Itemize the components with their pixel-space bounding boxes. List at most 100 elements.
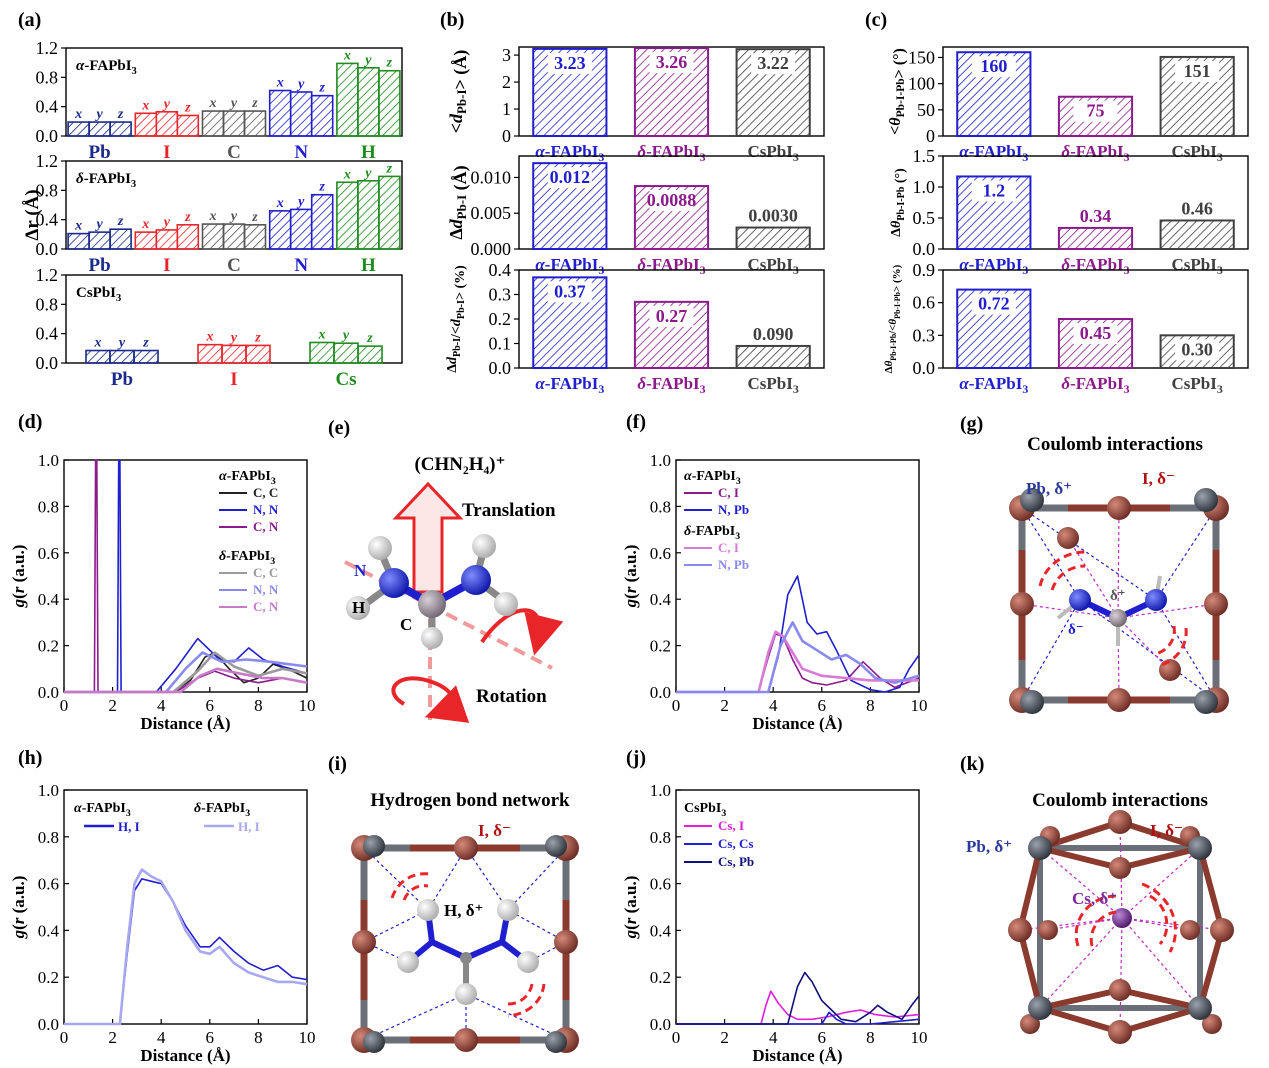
y-tick-label: 0.5 <box>913 208 936 228</box>
legend-label: C, I <box>718 540 739 555</box>
bar-label: y <box>363 53 372 68</box>
g-dplus-label: δ⁺ <box>1110 588 1126 604</box>
x-tick-label: 4 <box>157 696 166 715</box>
g-dminus-label: δ⁻ <box>1068 622 1084 638</box>
x-tick-label: 0 <box>672 696 681 715</box>
legend-label: C, N <box>253 519 279 534</box>
y-axis-label: g(r (a.u.) <box>9 876 28 940</box>
category-label: Cs <box>335 369 356 390</box>
bar-label: 0.0030 <box>748 206 798 226</box>
bar-label: 75 <box>1087 101 1105 121</box>
y-tick-label: 0.4 <box>489 260 512 280</box>
rotation-arrow-2 <box>391 676 470 723</box>
bar <box>1057 226 1134 250</box>
bar-label: y <box>363 166 372 181</box>
x-tick-label: 8 <box>254 1028 263 1047</box>
panel-a-ylabel: Δr (Å) <box>22 189 43 240</box>
panel-label-d: (d) <box>18 411 42 433</box>
pb-atom <box>545 1031 567 1053</box>
bar <box>243 110 267 137</box>
chart-j: 0 2 4 6 8 10 0.0 0.2 0.4 0.6 0.8 1.0 Distance (Å) g(r… <box>621 781 928 1065</box>
legend-label: H, I <box>238 819 260 834</box>
fa-molecule-illustration: (CHN₂H₄)⁺ Translation N H C Rotation <box>344 454 564 723</box>
bar-label: x <box>94 336 102 351</box>
bar <box>357 67 380 137</box>
c-atom <box>418 590 446 618</box>
panel-label-f: (f) <box>626 411 646 433</box>
category-label: CsPbI3 <box>748 255 799 277</box>
bar-label: 1.2 <box>983 180 1006 200</box>
bar <box>176 114 200 137</box>
pb-atom <box>1188 836 1212 860</box>
k-cs-label: Cs, δ⁺ <box>1072 889 1117 908</box>
chart-c3: 0.0 0.3 0.6 0.9 ΔθPb-I-Pb/<θPb-I-Pb> (%) 0.72… <box>883 260 1249 396</box>
bar-label: 0.46 <box>1181 198 1213 218</box>
bar-label: z <box>366 331 373 346</box>
category-label: N <box>294 255 308 276</box>
i-h-label: H, δ⁺ <box>444 901 484 920</box>
pb-atom <box>363 835 385 857</box>
y-tick-label: 0.4 <box>38 921 60 940</box>
bar-label: x <box>74 219 82 234</box>
x-tick-label: 4 <box>157 1028 166 1047</box>
category-label: δ-FAPbI3 <box>637 142 705 164</box>
hydrogen-bond-network-illustration: Hydrogen bond network <box>351 790 579 1053</box>
bar-label: y <box>296 77 305 92</box>
y-tick-label: 0.8 <box>36 67 59 87</box>
k-i-label: I, δ⁻ <box>1150 821 1183 840</box>
bar-label: z <box>254 330 261 345</box>
chart-b3: 0.0 0.1 0.2 0.3 0.4 ΔdPb-I/<dPb-I> (%) 0.37 α-F… <box>445 260 825 396</box>
h-atom <box>346 596 370 620</box>
y-tick-label: 0.010 <box>471 167 512 187</box>
x-axis-label: Distance (Å) <box>752 714 842 733</box>
y-tick-label: 0.8 <box>38 828 59 847</box>
h-atom <box>497 899 519 921</box>
category-label: C <box>227 142 241 163</box>
legend-group: δ-FAPbI3 <box>194 801 250 819</box>
y-tick-label: 1.2 <box>36 38 59 58</box>
chart-title: δ-FAPbI3 <box>76 171 136 190</box>
y-tick-label: 150 <box>908 47 935 67</box>
chart-c2: 0.0 0.5 1.0 1.5 ΔθPb-I-Pb (°) 1.2 α-FAPbI3 0.34… <box>889 146 1249 277</box>
plot-frame <box>63 789 308 1025</box>
x-tick-label: 4 <box>769 696 778 715</box>
alpha-cell-coulomb-illustration: Coulomb interactions <box>1009 434 1229 714</box>
bar-label: 0.34 <box>1080 206 1112 226</box>
pb-atom <box>1028 996 1052 1020</box>
bar-label-bg <box>971 56 1016 78</box>
bar <box>155 111 179 137</box>
c-atom <box>1109 609 1127 627</box>
bar-label: y <box>341 328 350 343</box>
bar-label: y <box>296 194 305 209</box>
bar <box>67 121 90 137</box>
y-axis-label: <dPb-I> (Å) <box>446 50 471 134</box>
g-i-label: I, δ⁻ <box>1142 469 1175 488</box>
h-atom <box>494 592 518 616</box>
series-line <box>64 651 308 693</box>
chart-h: 0 2 4 6 8 10 0.0 0.2 0.4 0.6 0.8 1.0 Distance (Å) g(r… <box>9 781 316 1065</box>
pb-atom <box>1188 996 1212 1020</box>
bar <box>222 110 246 137</box>
bar-label: z <box>184 210 191 225</box>
legend-label: Cs, Pb <box>718 854 754 869</box>
bar-label: 0.37 <box>554 281 586 301</box>
chart-b1: 0 1 2 3 <dPb-I> (Å) 3.23 α-FAPbI3 3.26 δ-FAPbI3 3… <box>446 45 825 164</box>
panel-label-b: (b) <box>440 9 464 31</box>
series-line <box>676 630 919 694</box>
bar-label-bg <box>1175 60 1220 82</box>
y-tick-label: 1.0 <box>650 781 671 800</box>
y-tick-label: 0.1 <box>489 334 512 354</box>
y-tick-label: 1.2 <box>36 151 59 171</box>
y-tick-label: 0.6 <box>38 544 59 563</box>
bar-label-bg <box>1073 100 1118 122</box>
x-axis-label: Distance (Å) <box>140 1046 230 1065</box>
x-tick-label: 10 <box>299 696 316 715</box>
y-tick-label: 0.0 <box>489 358 512 378</box>
series-line <box>64 651 308 694</box>
y-tick-label: 0.0 <box>650 1015 671 1034</box>
series-line <box>676 1011 920 1025</box>
bar <box>735 344 811 370</box>
